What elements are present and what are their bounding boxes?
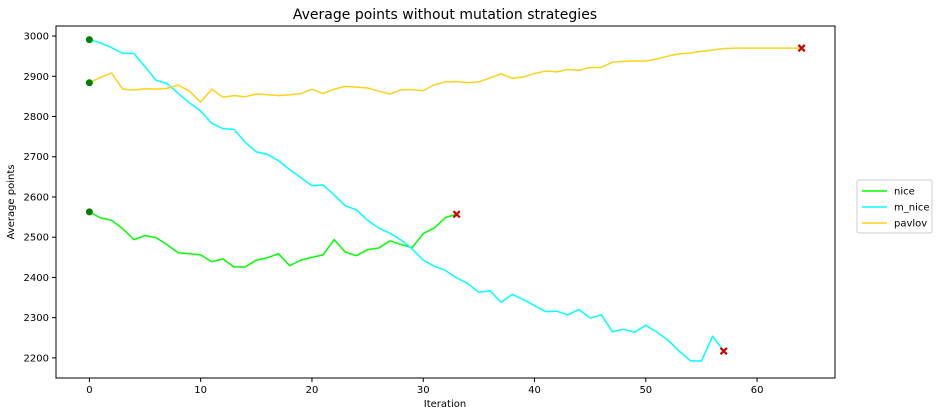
end-point-marker-m_nice <box>719 347 728 356</box>
start-point-marker-pavlov <box>85 79 93 87</box>
chart-title: Average points without mutation strategi… <box>293 7 597 23</box>
y-tick-label: 2900 <box>24 72 49 83</box>
y-axis-label: Average points <box>6 165 17 240</box>
plot-area-frame <box>55 25 836 379</box>
y-tick-label: 2700 <box>24 152 49 163</box>
legend-frame <box>856 179 933 234</box>
x-tick-label: 60 <box>751 385 764 396</box>
y-tick-label: 2300 <box>24 313 49 324</box>
legend-label-pavlov: pavlov <box>894 219 927 230</box>
y-tick-label: 2200 <box>24 353 49 364</box>
end-point-marker-pavlov <box>797 44 806 53</box>
y-axis: 2200 2300 2400 2500 2600 2700 2800 2900 3000 <box>24 32 56 364</box>
y-tick-label: 2600 <box>24 192 49 203</box>
y-tick-label: 3000 <box>24 32 49 43</box>
y-tick-label: 2500 <box>24 233 49 244</box>
legend-label-nice: nice <box>894 187 915 198</box>
y-tick-label: 2400 <box>24 273 49 284</box>
series-line-m_nice <box>89 38 725 362</box>
legend-label-m_nice: m_nice <box>894 203 930 214</box>
x-tick-label: 0 <box>86 385 92 396</box>
series-line-nice <box>89 211 457 268</box>
series-markers <box>85 36 806 356</box>
x-tick-label: 10 <box>194 385 207 396</box>
x-tick-label: 30 <box>417 385 430 396</box>
end-point-marker-nice <box>452 210 461 219</box>
x-axis-label: Iteration <box>424 399 466 410</box>
x-tick-label: 40 <box>528 385 541 396</box>
start-point-marker-m_nice <box>85 36 93 44</box>
x-tick-label: 20 <box>306 385 319 396</box>
series-line-pavlov <box>89 47 802 103</box>
x-axis: 0 10 20 30 40 50 60 <box>86 378 763 396</box>
start-point-marker-nice <box>85 208 93 216</box>
y-tick-label: 2800 <box>24 112 49 123</box>
series-lines <box>89 38 802 362</box>
x-tick-label: 50 <box>639 385 652 396</box>
